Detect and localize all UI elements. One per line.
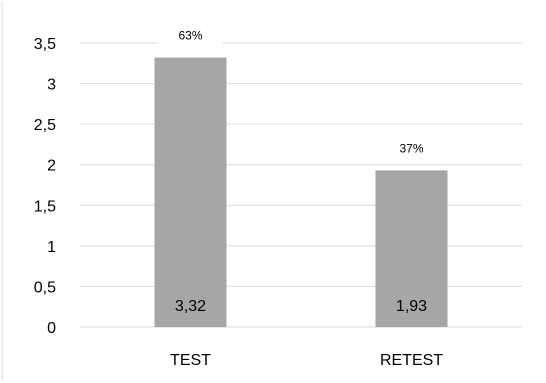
y-tick-label: 0 <box>47 320 56 337</box>
percent-label-bg <box>379 138 444 161</box>
bar-test <box>154 57 227 327</box>
y-tick-label: 3,5 <box>34 36 56 53</box>
y-tick-label: 2 <box>47 158 56 175</box>
y-tick-label: 2,5 <box>34 117 56 134</box>
labels: 0 0,5 1 1,5 2 2,5 3 3,5 63% 3,32 TEST 37% 1,93 RETEST <box>34 25 444 369</box>
value-label: 1,93 <box>396 298 427 315</box>
value-label: 3,32 <box>175 298 206 315</box>
y-tick-label: 1,5 <box>34 198 56 215</box>
bar-retest <box>375 170 448 327</box>
percent-label: 37% <box>399 141 423 155</box>
y-tick-label: 3 <box>47 77 56 94</box>
category-label: RETEST <box>380 352 443 369</box>
y-tick-label: 1 <box>47 239 56 256</box>
percent-label-bg <box>158 25 223 48</box>
y-tick-label: 0,5 <box>34 279 56 296</box>
category-label: TEST <box>170 352 211 369</box>
bars <box>154 57 448 327</box>
percent-label: 63% <box>178 29 202 43</box>
gridlines <box>80 42 522 328</box>
